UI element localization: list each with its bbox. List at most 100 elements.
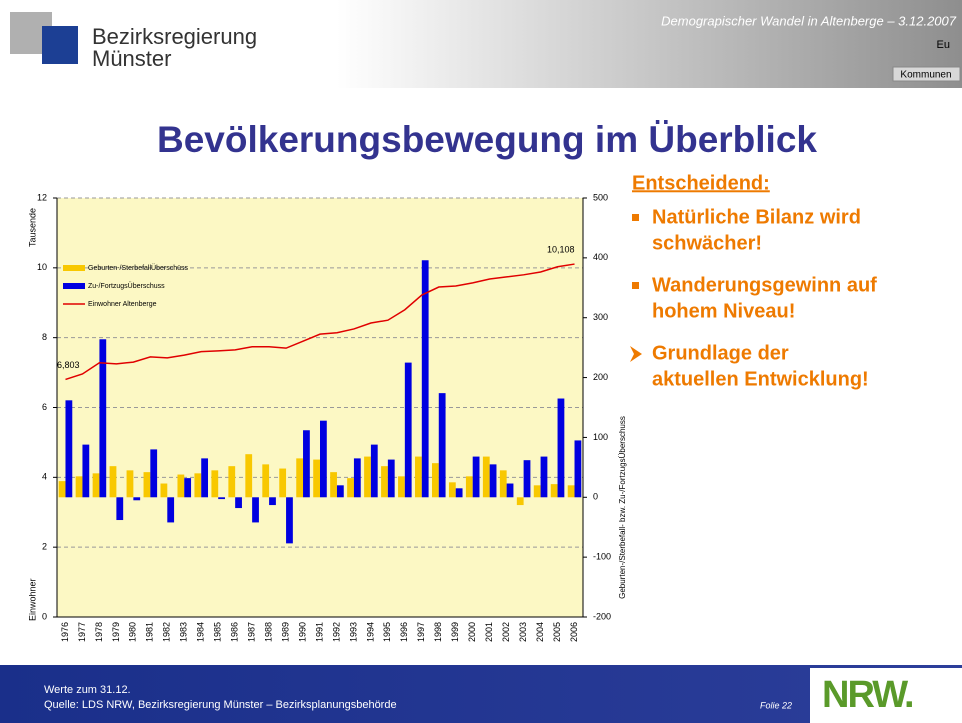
bar: [336, 485, 344, 498]
bar: [540, 456, 548, 498]
bar: [201, 458, 209, 498]
footer-note: Quelle: LDS NRW, Bezirksregierung Münste…: [44, 699, 397, 711]
bar: [92, 473, 100, 498]
x-tick-label: 2004: [535, 622, 545, 642]
bar: [150, 449, 158, 498]
x-tick-label: 2002: [501, 622, 511, 642]
bar: [482, 456, 490, 498]
bar: [286, 497, 293, 544]
bullet-text: Wanderungsgewinn auf: [652, 274, 877, 296]
bullet-text: Natürliche Bilanz wird: [652, 206, 861, 228]
legend-label: Einwohner Altenberge: [88, 301, 157, 308]
bar: [557, 398, 565, 498]
bar: [574, 440, 582, 498]
bar: [516, 497, 524, 506]
tab: Kommunen: [900, 70, 951, 81]
bar: [75, 476, 83, 498]
bar: [194, 473, 202, 498]
bar: [421, 260, 429, 498]
x-tick-label: 1996: [399, 622, 409, 642]
org-name: Bezirksregierung: [92, 24, 257, 49]
y2-tick-label: -200: [593, 611, 611, 621]
legend-label: Geburten-/SterbefallÜberschüss: [88, 264, 188, 272]
bar: [438, 393, 446, 498]
bar: [126, 470, 134, 498]
bar: [506, 483, 514, 498]
bar: [269, 497, 276, 506]
nrw-logo: NRW.: [822, 674, 913, 716]
y-axis-title: Tausende: [27, 208, 37, 247]
x-tick-label: 2005: [552, 622, 562, 642]
x-tick-label: 1989: [280, 622, 290, 642]
line: [65, 263, 575, 381]
x-tick-label: 1999: [450, 622, 460, 642]
x-tick-label: 2001: [484, 622, 494, 642]
bullet-text: Grundlage der: [652, 342, 789, 364]
bar: [245, 454, 253, 498]
x-tick-label: 1980: [128, 622, 138, 642]
y-axis-title: Einwohner: [27, 578, 37, 621]
legend-label: Zu-/FortzugsÜberschuss: [88, 282, 165, 290]
bar: [58, 481, 66, 498]
legend-swatch: [63, 283, 85, 289]
y2-tick-label: -100: [593, 552, 611, 562]
x-tick-label: 1976: [60, 622, 70, 642]
x-tick-label: 1995: [382, 622, 392, 642]
footer-note: Werte zum 31.12.: [44, 684, 131, 696]
x-tick-label: 1977: [77, 622, 87, 642]
y2-axis-title: Geburten-/Sterbefall- bzw. Zu-/FortzugsÜ…: [618, 416, 627, 599]
y-tick-label: 8: [42, 332, 47, 342]
y2-tick-label: 0: [593, 492, 598, 502]
bar: [489, 464, 497, 498]
bar: [320, 420, 327, 498]
logo-square: [42, 26, 78, 64]
bar: [279, 468, 287, 498]
bar: [109, 466, 117, 498]
data-label: 10,108: [547, 244, 575, 254]
x-tick-label: 2003: [518, 622, 528, 642]
x-tick-label: 1986: [230, 622, 240, 642]
x-tick-label: 1982: [162, 622, 172, 642]
x-tick-label: 1978: [94, 622, 104, 642]
bar: [455, 488, 463, 498]
x-tick-label: 1991: [314, 622, 324, 642]
bar: [499, 470, 507, 498]
tab: Eu: [937, 39, 950, 51]
bar: [65, 400, 73, 498]
y-tick-label: 2: [42, 542, 47, 552]
bar: [133, 497, 141, 501]
x-tick-label: 1988: [263, 622, 273, 642]
bullet-arrow: [630, 346, 642, 362]
org-name: Münster: [92, 46, 171, 71]
tab-box: [892, 66, 961, 82]
bar: [523, 460, 531, 498]
bar: [177, 474, 185, 498]
y2-tick-label: 500: [593, 192, 608, 202]
slide-number: Folie 22: [760, 700, 792, 710]
bar: [262, 464, 270, 498]
x-tick-label: 1997: [416, 622, 426, 642]
topic: Demograpischer Wandel in Altenberge – 3.…: [661, 13, 957, 28]
x-tick-label: 1994: [365, 622, 375, 642]
y-tick-label: 6: [42, 402, 47, 412]
bar: [347, 478, 354, 498]
bar: [211, 470, 219, 498]
bar: [448, 482, 456, 498]
bar: [353, 458, 361, 498]
y-tick-label: 10: [37, 262, 47, 272]
x-tick-label: 1979: [111, 622, 121, 642]
bar: [252, 497, 259, 523]
bar: [465, 476, 473, 498]
y-tick-label: 4: [42, 472, 47, 482]
x-tick-label: 1983: [179, 622, 189, 642]
y2-tick-label: 300: [593, 312, 608, 322]
bar: [184, 478, 192, 498]
y-tick-label: 0: [42, 611, 47, 621]
bar: [313, 459, 320, 498]
x-tick-label: 2006: [569, 622, 579, 642]
bar: [296, 458, 304, 498]
footer-bg: [0, 665, 962, 723]
bar: [330, 472, 337, 498]
logo-bg: [810, 668, 962, 723]
